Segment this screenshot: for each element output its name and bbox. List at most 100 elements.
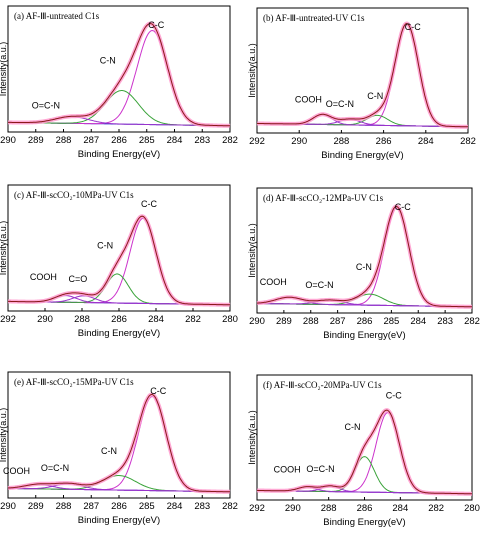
chart-panel-1: 290 289 288 287 286 285 284 283 282 Binding Energ… xyxy=(0,5,238,160)
x-tick-label: 283 xyxy=(194,135,210,146)
x-tick-label: 287 xyxy=(330,316,346,327)
fitted-sum xyxy=(256,22,468,128)
x-tick-label: 284 xyxy=(148,314,164,325)
x-tick-label: 286 xyxy=(357,316,373,327)
x-axis-label: Binding Energy(eV) xyxy=(321,150,403,161)
x-tick-label: 286 xyxy=(357,503,373,514)
peak-label: COOH xyxy=(295,94,322,104)
y-axis-label: Intensity(a.u.) xyxy=(0,408,8,463)
measured-envelope xyxy=(7,214,231,307)
chart-panel-4: 290 289 288 287 286 285 284 283 282 Binding Energ… xyxy=(247,187,480,341)
x-tick-label: 286 xyxy=(376,136,392,147)
x-tick-label: 282 xyxy=(464,316,480,327)
fitted-sum xyxy=(256,205,472,308)
x-tick-label: 283 xyxy=(437,316,453,327)
x-tick-label: 280 xyxy=(222,314,238,325)
chart-panel-2: 292 290 288 286 284 282 Binding Energy(eV) Inte… xyxy=(247,7,476,161)
plot-frame xyxy=(256,7,469,134)
x-axis-label: Binding Energy(eV) xyxy=(78,328,160,339)
x-tick-label: 287 xyxy=(83,501,99,512)
y-axis-label: Intensity(a.u.) xyxy=(247,223,257,278)
x-tick-label: 288 xyxy=(303,316,319,327)
peak-label: O=C-N xyxy=(306,464,334,474)
plot-frame xyxy=(7,371,231,499)
panel-title: (e) AF-Ⅲ-scCO₂-15MPa-UV C1s xyxy=(14,377,134,387)
plot-frame xyxy=(7,184,231,312)
fitted-sum xyxy=(7,394,231,493)
x-tick-label: 283 xyxy=(194,501,210,512)
x-tick-label: 289 xyxy=(28,135,44,146)
peak-label: COOH xyxy=(3,466,30,476)
x-tick-label: 284 xyxy=(167,135,183,146)
peak-cn xyxy=(256,456,472,495)
peak-label: C-C xyxy=(405,22,421,32)
x-tick-label: 289 xyxy=(28,501,44,512)
x-axis-label: Binding Energy(eV) xyxy=(323,517,405,528)
y-axis-label: Intensity(a.u.) xyxy=(0,221,8,276)
peak-label: C-C xyxy=(395,202,411,212)
x-tick-label: 284 xyxy=(392,503,408,514)
fitted-sum xyxy=(8,215,231,306)
x-axis-label: Binding Energy(eV) xyxy=(323,330,405,341)
peak-label: C-N xyxy=(101,446,117,456)
peak-cc xyxy=(257,23,468,128)
peak-label: COOH xyxy=(260,277,287,287)
y-axis-label: Intensity(a.u.) xyxy=(247,43,257,98)
x-tick-label: 280 xyxy=(464,503,480,514)
x-tick-label: 290 xyxy=(291,136,307,147)
peak-label: C-C xyxy=(386,390,402,400)
peak-label: C-N xyxy=(356,262,372,272)
x-tick-label: 290 xyxy=(37,314,53,325)
x-tick-label: 290 xyxy=(285,503,301,514)
y-axis-label: Intensity(a.u.) xyxy=(247,410,257,465)
peak-label: O=C-N xyxy=(41,463,69,473)
measured-envelope xyxy=(256,21,469,129)
x-tick-label: 282 xyxy=(185,314,201,325)
peak-label: C-N xyxy=(100,56,116,66)
panel-title: (d) AF-Ⅲ-scCO₂-12MPa-UV C1s xyxy=(263,193,384,203)
plot-frame xyxy=(7,5,231,133)
x-axis-label: Binding Energy(eV) xyxy=(78,515,160,526)
x-tick-label: 285 xyxy=(139,501,155,512)
x-tick-label: 282 xyxy=(460,136,476,147)
measured-envelope xyxy=(7,21,231,128)
x-tick-label: 284 xyxy=(410,316,426,327)
x-tick-label: 288 xyxy=(56,501,72,512)
peak-cc xyxy=(8,29,231,127)
panel-title: (f) AF-Ⅲ-scCO₂-20MPa-UV C1s xyxy=(263,380,382,390)
x-tick-label: 290 xyxy=(249,316,265,327)
chart-panel-3: 292 290 288 286 284 282 280 Binding Energy(eV) I… xyxy=(0,184,238,339)
peak-label: COOH xyxy=(274,465,301,475)
chart-panel-6: 292 290 288 286 284 282 280 Binding Energy(eV) I… xyxy=(247,374,480,528)
peak-label: C=O xyxy=(68,274,87,284)
measured-envelope xyxy=(7,392,231,494)
x-tick-label: 288 xyxy=(56,135,72,146)
x-tick-label: 288 xyxy=(321,503,337,514)
x-tick-label: 286 xyxy=(111,501,127,512)
x-tick-label: 284 xyxy=(167,501,183,512)
panel-title: (a) AF-Ⅲ-untreated C1s xyxy=(14,11,100,21)
peak-label: COOH xyxy=(30,272,57,282)
peak-cc xyxy=(256,412,472,495)
peak-label: C-N xyxy=(367,91,383,101)
x-tick-label: 288 xyxy=(333,136,349,147)
x-tick-label: 282 xyxy=(222,135,238,146)
peak-label: C-N xyxy=(345,422,361,432)
fitted-sum xyxy=(256,409,472,495)
peak-label: C-N xyxy=(97,240,113,250)
panel-title: (c) AF-Ⅲ-scCO₂-10MPa-UV C1s xyxy=(14,190,134,200)
x-tick-label: 286 xyxy=(111,135,127,146)
x-tick-label: 290 xyxy=(0,135,16,146)
x-tick-label: 288 xyxy=(74,314,90,325)
x-tick-label: 282 xyxy=(428,503,444,514)
panel-title: (b) AF-Ⅲ-untreated-UV C1s xyxy=(263,13,365,23)
chart-panel-5: 290 289 288 287 286 285 284 283 282 Binding Energ… xyxy=(0,371,238,526)
peak-label: C-C xyxy=(150,386,166,396)
x-tick-label: 284 xyxy=(418,136,434,147)
x-axis-label: Binding Energy(eV) xyxy=(78,149,160,160)
peak-label: O=C-N xyxy=(326,99,354,109)
x-tick-label: 292 xyxy=(249,503,265,514)
peak-label: O=C-N xyxy=(32,100,60,110)
x-tick-label: 285 xyxy=(383,316,399,327)
